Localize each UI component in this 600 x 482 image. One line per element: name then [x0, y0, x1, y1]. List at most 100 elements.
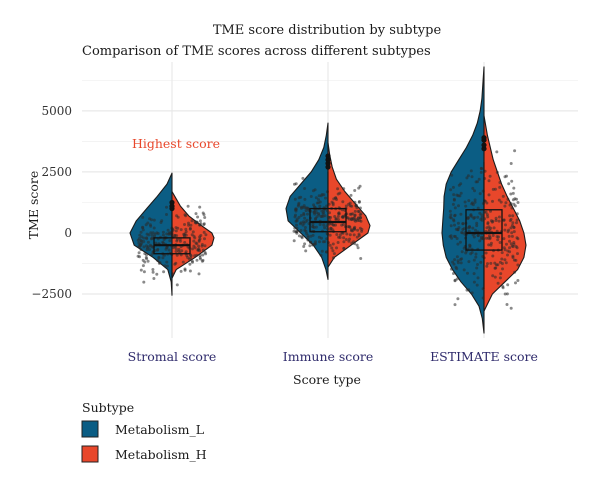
jitter-point [297, 234, 301, 238]
jitter-point [331, 223, 335, 227]
jitter-point [509, 226, 513, 230]
jitter-point [203, 216, 207, 219]
box-outlier [325, 160, 331, 166]
jitter-point [305, 232, 309, 235]
jitter-point [360, 227, 364, 231]
jitter-point [178, 239, 182, 243]
jitter-point [311, 225, 315, 229]
jitter-point [497, 219, 501, 223]
jitter-point [140, 235, 144, 239]
box-outlier [169, 203, 175, 209]
jitter-point [191, 247, 194, 251]
jitter-point [452, 218, 456, 222]
jitter-point [145, 248, 149, 252]
jitter-point [358, 206, 362, 210]
jitter-point [453, 235, 457, 238]
jitter-point [353, 225, 357, 229]
jitter-point [466, 216, 470, 220]
jitter-point [336, 218, 340, 221]
jitter-point [468, 243, 472, 247]
jitter-point [359, 212, 363, 216]
jitter-point [470, 251, 474, 254]
jitter-point [295, 230, 299, 234]
jitter-point [476, 233, 480, 237]
jitter-point [496, 281, 500, 285]
jitter-point [470, 175, 474, 179]
jitter-point [295, 223, 298, 227]
jitter-point [184, 214, 188, 218]
jitter-point [152, 226, 156, 230]
jitter-point [156, 259, 160, 263]
x-axis-label: Score type [293, 372, 361, 387]
violin-metabolism-h [483, 115, 527, 312]
jitter-point [488, 174, 492, 178]
jitter-point [146, 221, 150, 225]
jitter-point [504, 223, 507, 227]
jitter-point [509, 202, 513, 206]
jitter-point [452, 193, 456, 197]
jitter-point [491, 199, 494, 203]
jitter-point [185, 254, 189, 257]
jitter-point [476, 215, 480, 219]
jitter-point [171, 246, 175, 250]
jitter-point [516, 237, 520, 241]
jitter-point [184, 250, 188, 254]
jitter-point [293, 226, 297, 230]
jitter-point [455, 267, 459, 271]
jitter-point [189, 223, 193, 227]
jitter-point [484, 251, 488, 255]
jitter-point [461, 231, 465, 235]
jitter-point [486, 215, 490, 219]
jitter-point [478, 192, 482, 196]
jitter-point [183, 223, 186, 226]
jitter-point [318, 223, 322, 226]
jitter-point [494, 216, 498, 220]
jitter-point [336, 215, 340, 218]
jitter-point [513, 204, 517, 208]
jitter-point [510, 179, 514, 183]
jitter-point [474, 180, 478, 184]
jitter-point [165, 205, 168, 209]
x-tick-label: Stromal score [128, 349, 217, 364]
jitter-point [503, 228, 507, 232]
jitter-point [453, 303, 457, 307]
jitter-point [165, 264, 169, 268]
jitter-point [474, 255, 478, 259]
box-outlier [325, 157, 331, 163]
jitter-point [188, 227, 192, 231]
jitter-point [202, 230, 206, 234]
x-tick-label: ESTIMATE score [430, 349, 538, 364]
jitter-point [194, 212, 198, 216]
jitter-point [465, 176, 469, 180]
jitter-point [503, 258, 507, 262]
jitter-point [326, 227, 330, 231]
jitter-point [143, 252, 147, 256]
jitter-point [141, 264, 145, 268]
jitter-point [197, 272, 201, 276]
jitter-point [476, 206, 480, 210]
jitter-point [486, 262, 489, 266]
jitter-point [512, 225, 516, 229]
jitter-point [505, 242, 508, 246]
jitter-point [164, 247, 168, 251]
jitter-point [480, 167, 484, 171]
jitter-point [498, 185, 502, 189]
jitter-point [486, 222, 490, 226]
jitter-point [150, 233, 154, 237]
jitter-point [150, 236, 154, 240]
jitter-point [331, 249, 335, 253]
jitter-point [508, 219, 512, 223]
jitter-point [202, 223, 206, 227]
jitter-point [512, 242, 516, 246]
jitter-point [145, 237, 149, 241]
jitter-point [467, 199, 471, 203]
jitter-point [175, 283, 179, 287]
jitter-point [328, 211, 331, 215]
jitter-point [497, 235, 500, 239]
jitter-point [503, 248, 507, 252]
legend: Subtype Metabolism_L Metabolism_H [81, 400, 207, 463]
jitter-point [453, 279, 457, 283]
jitter-point [506, 283, 510, 287]
jitter-point [193, 236, 197, 240]
jitter-point [334, 223, 337, 227]
